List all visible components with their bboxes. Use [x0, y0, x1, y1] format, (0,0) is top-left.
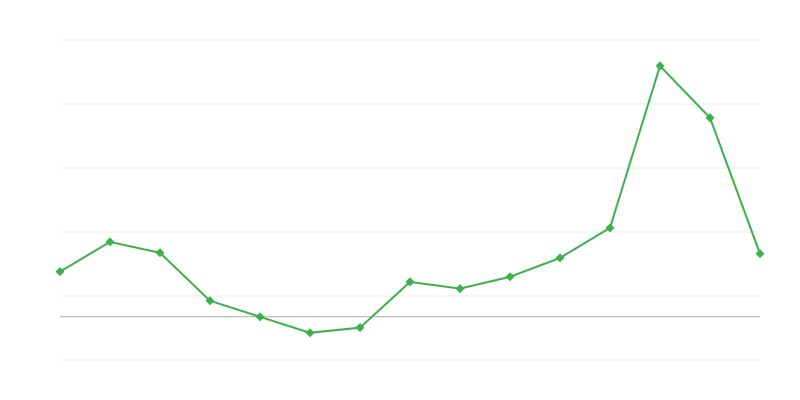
data-point — [655, 61, 665, 71]
data-point — [305, 328, 315, 338]
data-point — [455, 284, 465, 294]
data-point — [255, 312, 265, 322]
data-point — [355, 323, 365, 333]
data-point — [705, 113, 715, 123]
data-point — [605, 223, 615, 233]
data-point — [555, 253, 565, 263]
data-point — [105, 237, 115, 247]
data-line — [59, 64, 761, 334]
data-point — [55, 267, 65, 277]
data-point — [405, 277, 415, 287]
data-point — [505, 272, 515, 282]
data-point — [155, 248, 165, 258]
data-point — [205, 296, 215, 306]
data-point — [755, 249, 765, 259]
